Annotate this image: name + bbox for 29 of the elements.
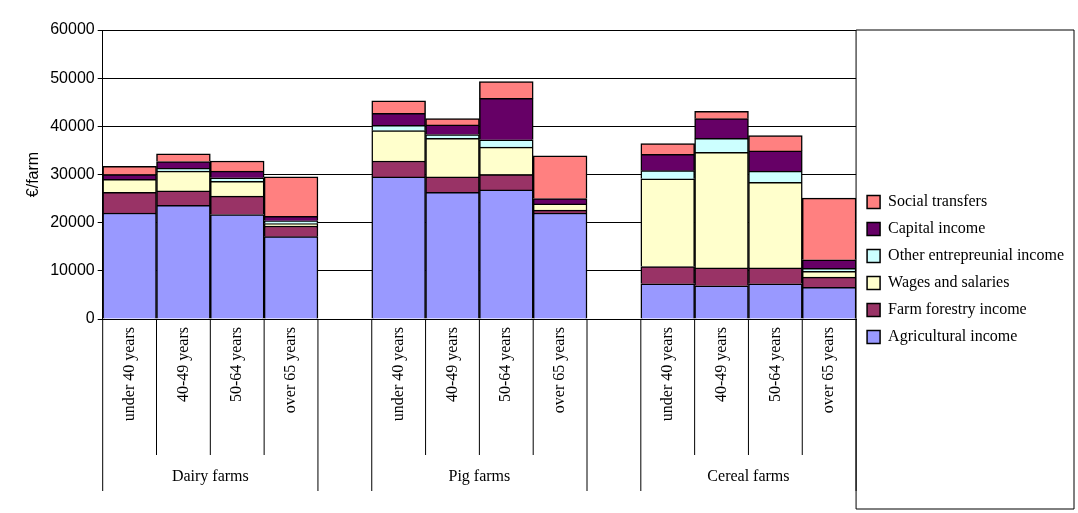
legend-label: Wages and salaries bbox=[888, 273, 1010, 292]
x-tick-label: 50-64 years bbox=[765, 327, 784, 403]
y-tick-label: 50000 bbox=[50, 68, 95, 86]
legend-label: Capital income bbox=[888, 219, 986, 238]
text: Pig farms bbox=[448, 467, 511, 486]
y-axis-title: €/farm bbox=[24, 151, 42, 198]
x-tick-label: 50-64 years bbox=[496, 327, 515, 403]
x-tick-label: under 40 years bbox=[388, 327, 407, 422]
x-tick-label: under 40 years bbox=[657, 327, 676, 422]
y-tick-label: 0 bbox=[85, 309, 95, 327]
legend-label: Agricultural income bbox=[888, 327, 1018, 346]
x-tick-label: over 65 years bbox=[281, 327, 300, 414]
y-tick-label: 20000 bbox=[50, 213, 95, 231]
y-tick-label: 60000 bbox=[50, 20, 95, 38]
legend-label: Other entrepreunial income bbox=[888, 246, 1064, 265]
text: Dairy farms bbox=[171, 467, 249, 486]
text: Cereal farms bbox=[707, 467, 790, 485]
y-tick-label: 40000 bbox=[50, 116, 95, 134]
x-tick-label: 50-64 years bbox=[227, 327, 246, 403]
y-tick-label: 30000 bbox=[50, 164, 95, 182]
x-tick-label: under 40 years bbox=[119, 327, 138, 422]
x-tick-label: 40-49 years bbox=[442, 327, 461, 403]
x-tick-label: 40-49 years bbox=[711, 327, 730, 403]
x-tick-label: over 65 years bbox=[550, 327, 569, 414]
x-tick-label: 40-49 years bbox=[173, 327, 192, 403]
legend-label: Social transfers bbox=[888, 192, 988, 210]
x-tick-label: over 65 years bbox=[819, 327, 838, 414]
legend-label: Farm forestry income bbox=[888, 300, 1027, 319]
y-tick-label: 10000 bbox=[50, 261, 95, 279]
